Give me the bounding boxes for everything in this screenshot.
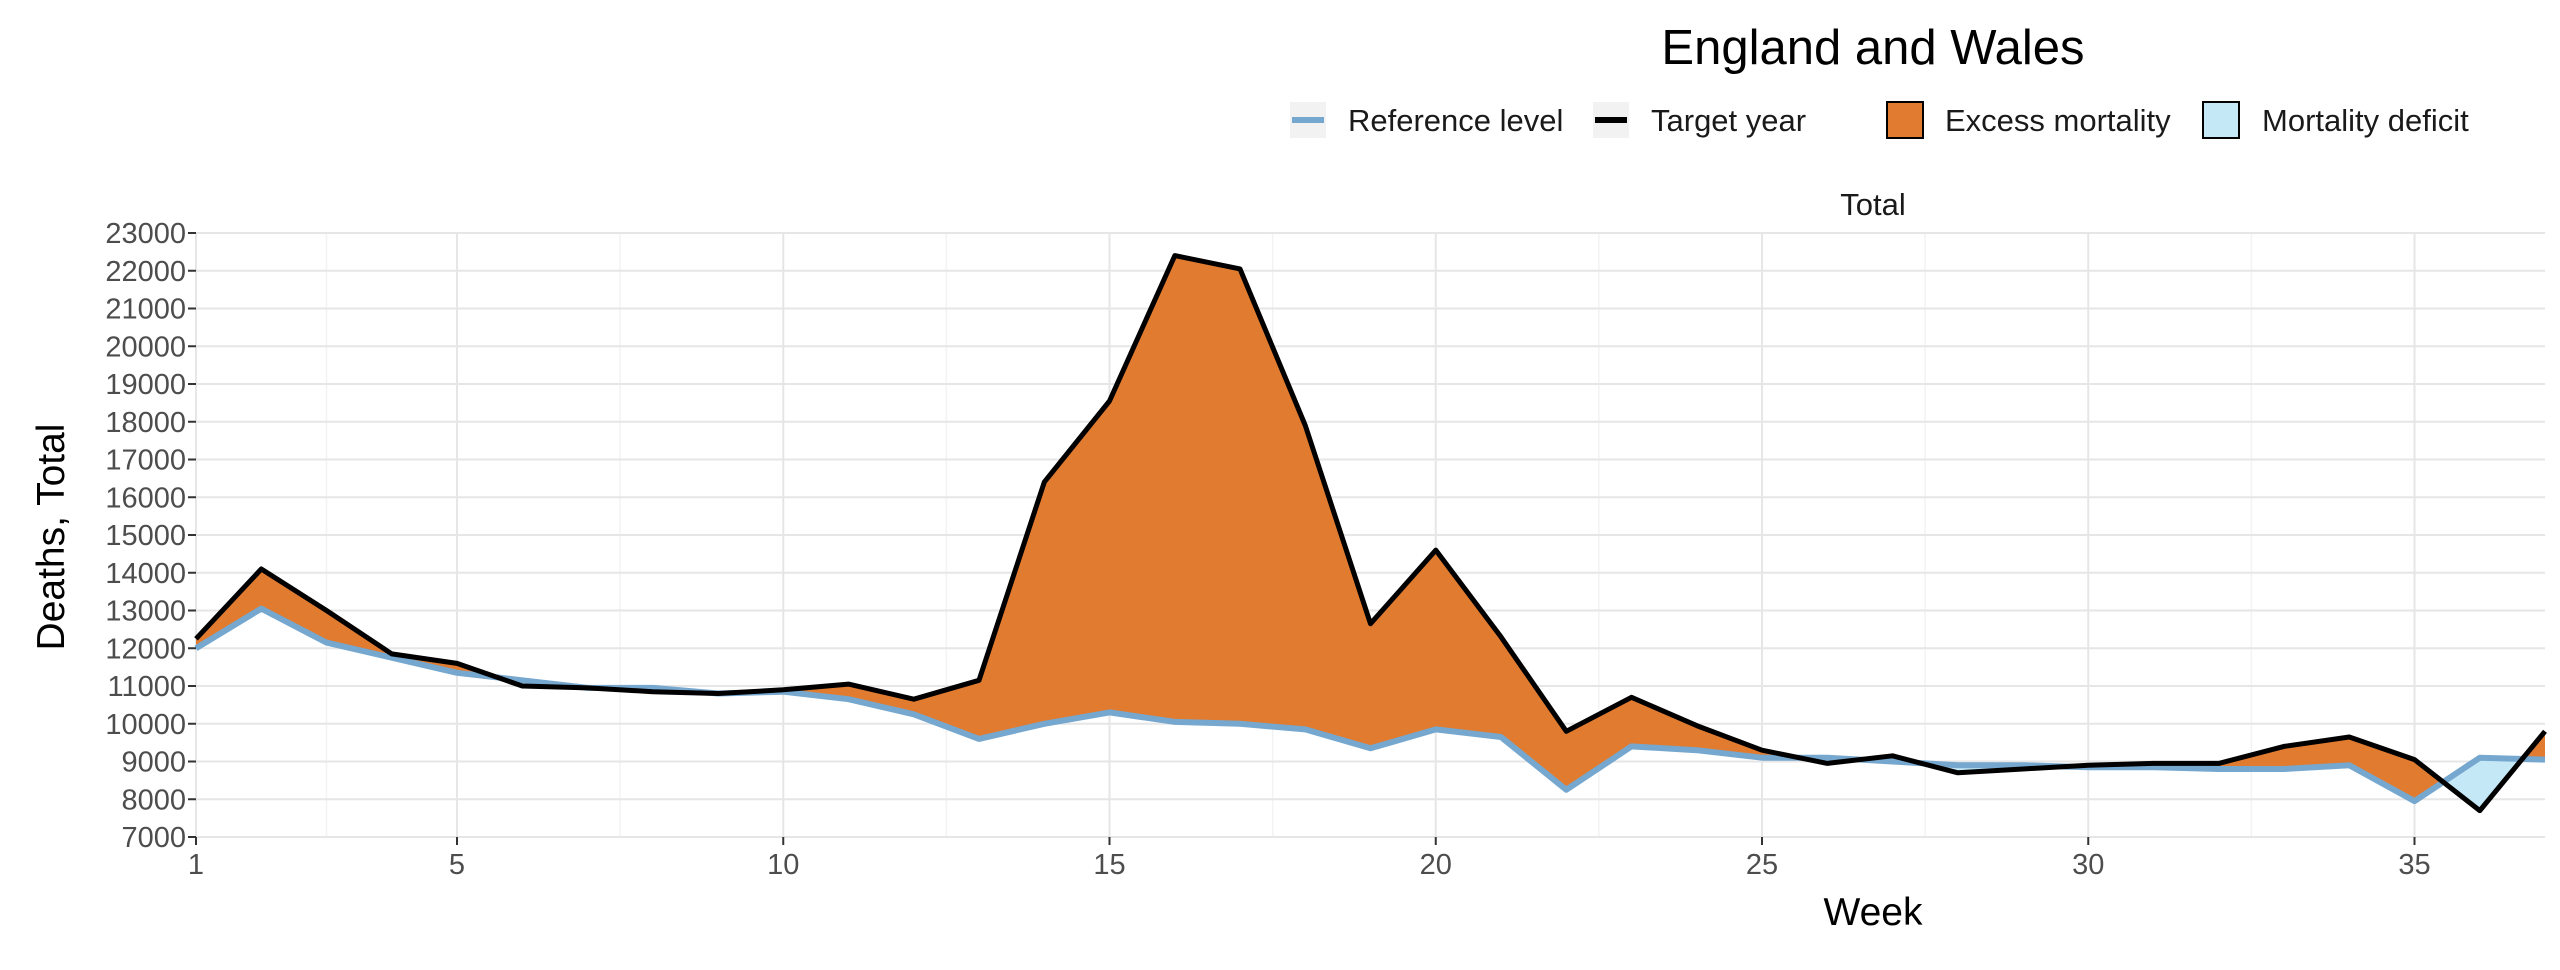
y-axis-title: Deaths, Total bbox=[30, 424, 73, 651]
legend-key-mortality-deficit bbox=[2202, 101, 2240, 139]
y-tick-label: 9000 bbox=[121, 747, 186, 779]
x-tick-label: 1 bbox=[188, 849, 204, 881]
y-tick-label: 10000 bbox=[105, 709, 186, 741]
legend-item-target-year: Target year bbox=[1593, 102, 1806, 138]
x-tick-label: 20 bbox=[1420, 849, 1452, 881]
y-tick-label: 22000 bbox=[105, 256, 186, 288]
panel-label: Total bbox=[1840, 187, 1905, 222]
y-tick-label: 23000 bbox=[105, 218, 186, 250]
y-tick-label: 18000 bbox=[105, 407, 186, 439]
excess-mortality-area bbox=[718, 255, 1800, 790]
chart-title: England and Wales bbox=[1661, 21, 2084, 75]
x-tick-label: 5 bbox=[449, 849, 465, 881]
y-tick-label: 11000 bbox=[108, 671, 187, 703]
x-tick-label: 25 bbox=[1746, 849, 1778, 881]
y-tick-label: 12000 bbox=[105, 633, 186, 665]
y-tick-label: 7000 bbox=[121, 822, 186, 854]
legend-item-excess-mortality: Excess mortality bbox=[1886, 101, 2171, 139]
series-lines bbox=[194, 253, 2547, 814]
y-tick-label: 8000 bbox=[121, 784, 186, 816]
x-axis-title: Week bbox=[1824, 891, 1923, 934]
legend-label-mortality-deficit: Mortality deficit bbox=[2262, 103, 2469, 138]
y-tick-label: 21000 bbox=[105, 294, 186, 326]
x-tick-label: 15 bbox=[1093, 849, 1125, 881]
y-tick-label: 13000 bbox=[105, 596, 186, 628]
y-tick-label: 16000 bbox=[105, 482, 186, 514]
x-tick-label: 10 bbox=[767, 849, 799, 881]
mortality-deficit-area bbox=[2443, 757, 2523, 811]
target-year-line bbox=[194, 253, 2547, 814]
x-axis: 1 5 10 15 20 25 30 35 bbox=[188, 837, 2431, 881]
legend-label-reference-level: Reference level bbox=[1348, 103, 1563, 138]
y-tick-label: 14000 bbox=[105, 558, 186, 590]
legend-key-excess-mortality bbox=[1886, 101, 1924, 139]
gridlines bbox=[195, 232, 2545, 838]
legend-item-mortality-deficit: Mortality deficit bbox=[2202, 101, 2469, 139]
x-tick-label: 30 bbox=[2072, 849, 2104, 881]
y-tick-label: 20000 bbox=[105, 331, 186, 363]
y-tick-label: 19000 bbox=[105, 369, 186, 401]
y-tick-label: 15000 bbox=[105, 520, 186, 552]
y-axis: 7000 8000 9000 10000 11000 12000 13000 14000 150… bbox=[105, 218, 196, 854]
filled-areas bbox=[196, 255, 2545, 811]
legend-label-target-year: Target year bbox=[1651, 103, 1806, 138]
legend-item-reference-level: Reference level bbox=[1290, 102, 1563, 138]
x-tick-label: 35 bbox=[2398, 849, 2430, 881]
excess-mortality-area bbox=[196, 569, 498, 678]
legend-label-excess-mortality: Excess mortality bbox=[1945, 103, 2171, 138]
excess-mortality-area bbox=[2066, 737, 2444, 802]
legend: Reference level Target year Excess morta… bbox=[1290, 101, 2469, 139]
y-tick-label: 17000 bbox=[105, 445, 186, 477]
